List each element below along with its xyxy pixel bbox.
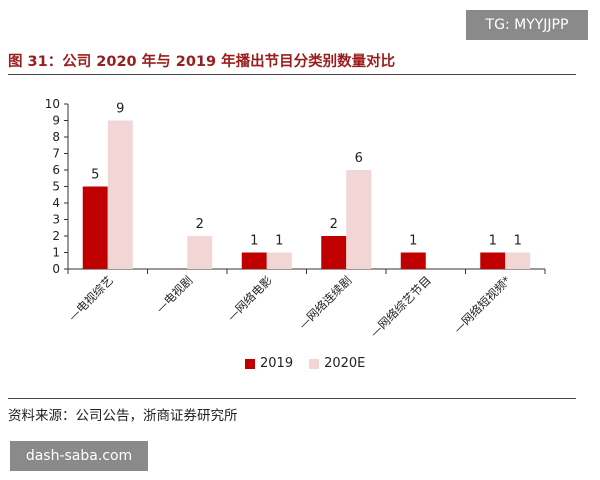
- data-label: 1: [409, 234, 417, 249]
- y-tick-label: 1: [52, 246, 60, 260]
- legend-item-2019: 2019: [245, 356, 293, 371]
- y-tick-label: 5: [52, 180, 60, 194]
- data-label: 1: [250, 234, 258, 249]
- data-label: 5: [91, 168, 99, 183]
- bar-2019-0: [82, 186, 108, 269]
- bar-2020e-1: [187, 236, 213, 269]
- watermark-bottom: dash-saba.com: [10, 441, 148, 471]
- bar-2019-4: [400, 252, 426, 269]
- y-tick-label: 7: [52, 147, 60, 161]
- x-tick-label: —电视剧: [153, 273, 195, 315]
- bar-chart: 0 1 2 3 4 5 6 7 8 9 10 5 9 —电视综艺 2 —电视剧 1 1 —网络电影 2 6 —网络连续剧 1…: [45, 97, 546, 340]
- bar-2019-2: [241, 252, 267, 269]
- x-tick-label: —网络电影: [224, 273, 275, 324]
- data-label: 1: [275, 234, 283, 249]
- bar-2020e-0: [107, 120, 133, 269]
- chart-title: 图 31：公司 2020 年与 2019 年播出节目分类别数量对比: [8, 54, 396, 70]
- x-tick-label: —网络短视频*: [451, 273, 514, 336]
- legend-label-2020e: 2020E: [324, 356, 366, 371]
- y-tick-label: 8: [52, 130, 60, 144]
- data-label: 2: [196, 217, 204, 232]
- data-label: 1: [514, 234, 522, 249]
- bar-2019-3: [321, 236, 347, 269]
- bar-2020e-2: [266, 252, 292, 269]
- y-tick-label: 10: [45, 97, 60, 111]
- y-tick-label: 9: [52, 114, 60, 128]
- legend: 2019 2020E: [245, 356, 375, 371]
- x-tick-label: —网络综艺节目: [367, 273, 434, 340]
- bar-2019-5: [480, 252, 506, 269]
- data-label: 2: [330, 217, 338, 232]
- data-label: 6: [355, 151, 363, 166]
- x-tick-label: —电视综艺: [65, 273, 116, 324]
- y-tick-label: 4: [52, 196, 60, 210]
- title-divider: [8, 74, 576, 75]
- y-tick-label: 6: [52, 163, 60, 177]
- x-tick-label: —网络连续剧: [296, 273, 355, 332]
- legend-item-2020e: 2020E: [309, 356, 365, 371]
- legend-label-2019: 2019: [260, 356, 294, 371]
- y-tick-label: 2: [52, 229, 60, 243]
- data-label: 1: [489, 234, 497, 249]
- y-tick-label: 0: [52, 262, 60, 276]
- y-tick-label: 3: [52, 213, 60, 227]
- watermark-top: TG: MYYJJPP: [466, 10, 588, 40]
- legend-swatch-2020e: [309, 358, 320, 369]
- bar-2020e-3: [346, 170, 372, 269]
- bar-2020e-5: [505, 252, 531, 269]
- source-note: 资料来源：公司公告，浙商证券研究所: [8, 408, 238, 424]
- data-label: 9: [116, 102, 124, 117]
- source-divider: [8, 398, 576, 399]
- legend-swatch-2019: [245, 358, 255, 369]
